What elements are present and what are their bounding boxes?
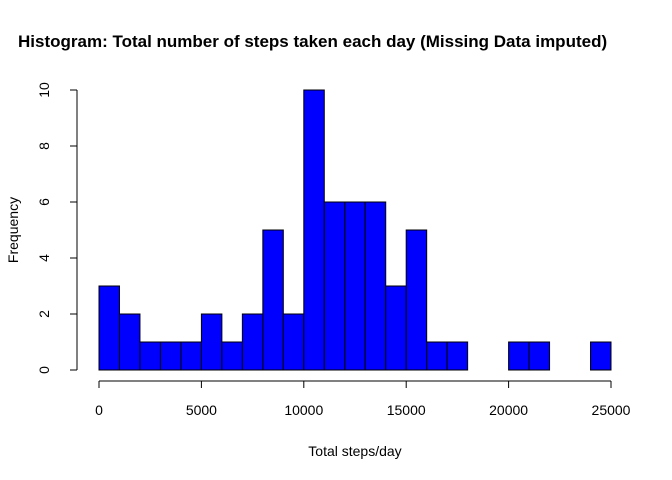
histogram-bar <box>508 341 530 371</box>
bars-group <box>98 89 612 371</box>
chart-title: Histogram: Total number of steps taken e… <box>18 32 607 51</box>
x-tick-label: 20000 <box>489 402 528 418</box>
x-tick-label: 5000 <box>186 402 217 418</box>
y-tick-label: 2 <box>36 310 52 318</box>
histogram-bar <box>159 341 182 371</box>
y-tick-label: 8 <box>36 142 52 150</box>
histogram-bar <box>344 201 366 371</box>
x-axis: 0 5000 10000 15000 20000 25000 <box>95 380 631 418</box>
histogram-bar <box>262 229 284 371</box>
histogram-bar <box>139 341 161 371</box>
y-tick-label: 0 <box>36 366 52 374</box>
histogram-bar <box>446 341 469 371</box>
x-tick-label: 10000 <box>284 402 323 418</box>
histogram-bar <box>323 201 346 371</box>
y-tick-label: 10 <box>36 82 52 98</box>
histogram-bar <box>118 313 141 371</box>
histogram-bar <box>200 313 223 371</box>
histogram-bar <box>303 89 325 371</box>
histogram-bar <box>180 341 202 371</box>
x-tick-label: 25000 <box>592 402 631 418</box>
y-tick-label: 6 <box>36 198 52 206</box>
y-axis-title: Frequency <box>5 197 21 263</box>
histogram-bar <box>405 229 428 371</box>
x-tick-label: 15000 <box>387 402 426 418</box>
y-tick-label: 4 <box>36 254 52 262</box>
histogram-bar <box>590 341 612 371</box>
histogram-bar <box>364 201 387 371</box>
histogram-bar <box>426 341 448 371</box>
histogram-bar <box>221 341 243 371</box>
y-axis: 0 2 4 6 8 10 <box>36 82 78 374</box>
x-tick-label: 0 <box>95 402 103 418</box>
x-axis-title: Total steps/day <box>308 443 401 459</box>
histogram-bar <box>282 313 305 371</box>
histogram-bar <box>528 341 551 371</box>
histogram-bar <box>385 285 407 371</box>
histogram-bar <box>98 285 120 371</box>
histogram-bar <box>241 313 264 371</box>
